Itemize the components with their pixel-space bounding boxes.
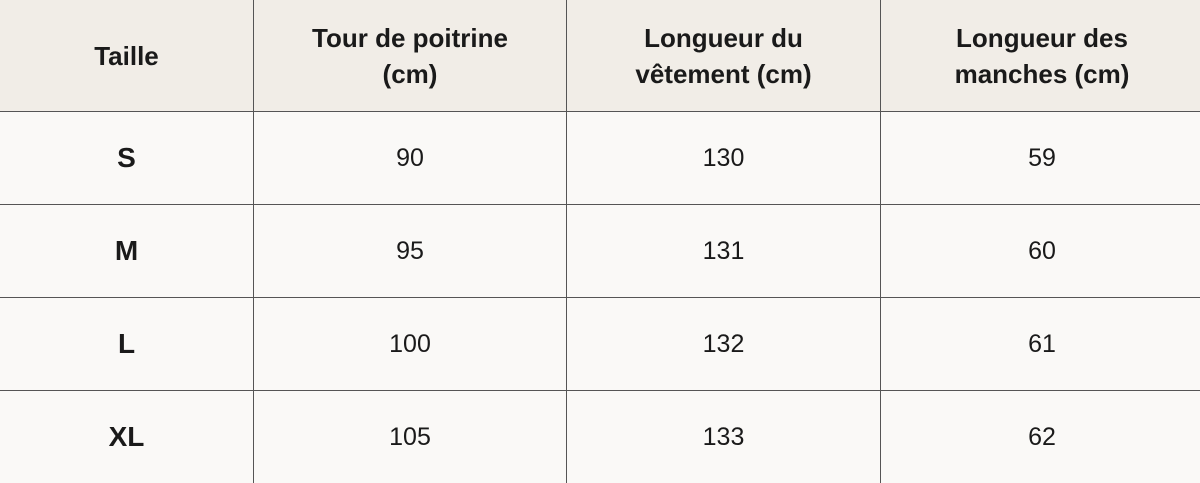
header-text: Longueur des manches (cm) <box>954 22 1130 89</box>
size-cell: M <box>0 204 254 298</box>
value-cell: 59 <box>880 111 1200 205</box>
value-cell: 90 <box>253 111 567 205</box>
size-cell: S <box>0 111 254 205</box>
table-row: L 100 132 61 <box>0 297 1200 391</box>
value-cell: 132 <box>566 297 881 391</box>
value-cell: 131 <box>566 204 881 298</box>
header-text: Taille <box>94 40 159 71</box>
value-cell: 100 <box>253 297 567 391</box>
value-cell: 130 <box>566 111 881 205</box>
header-cell: Longueur des manches (cm) <box>880 0 1200 112</box>
table-row: XL 105 133 62 <box>0 390 1200 483</box>
table-row: S 90 130 59 <box>0 111 1200 205</box>
header-cell: Longueur du vêtement (cm) <box>566 0 881 112</box>
table-body: S 90 130 59 M 95 131 60 L 100 132 61 XL 105 133 62 <box>0 111 1200 483</box>
header-cell: Tour de poitrine (cm) <box>253 0 567 112</box>
value-cell: 105 <box>253 390 567 483</box>
value-cell: 95 <box>253 204 567 298</box>
value-cell: 60 <box>880 204 1200 298</box>
header-text: Longueur du vêtement (cm) <box>635 22 812 89</box>
header-text: Tour de poitrine (cm) <box>312 22 508 89</box>
value-cell: 61 <box>880 297 1200 391</box>
header-cell: Taille <box>0 0 254 112</box>
size-cell: L <box>0 297 254 391</box>
size-cell: XL <box>0 390 254 483</box>
value-cell: 133 <box>566 390 881 483</box>
value-cell: 62 <box>880 390 1200 483</box>
header-row: Taille Tour de poitrine (cm) Longueur du v… <box>0 0 1200 112</box>
table-row: M 95 131 60 <box>0 204 1200 298</box>
